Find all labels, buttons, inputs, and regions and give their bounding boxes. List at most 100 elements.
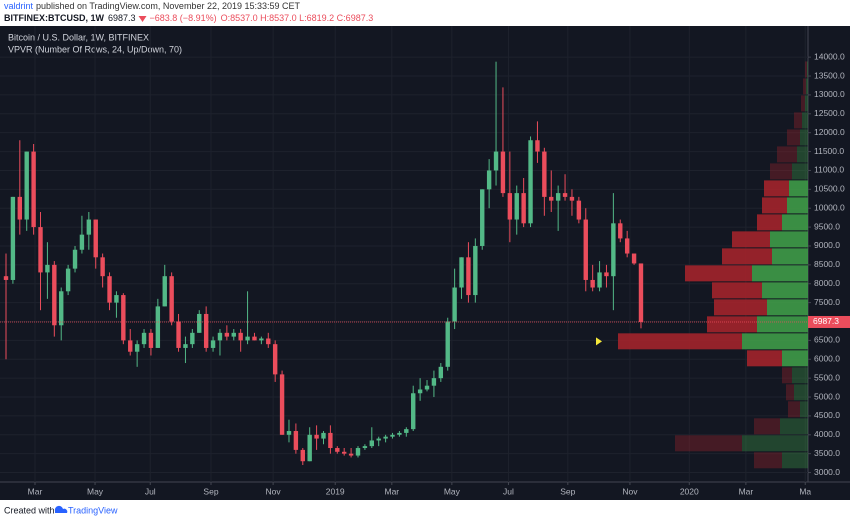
candle-body (576, 200, 582, 220)
y-tick-label: 5000.0 (814, 391, 840, 401)
profile-up (770, 231, 808, 248)
y-tick-label: 4000.0 (814, 429, 840, 439)
profile-down (803, 78, 806, 95)
candle-body (86, 219, 92, 235)
candle-body (390, 434, 395, 437)
candle-body (376, 438, 381, 441)
candle-body (100, 257, 105, 277)
y-tick-label: 6000.0 (814, 354, 840, 364)
chart-background (0, 26, 850, 500)
candle-body (514, 193, 519, 220)
profile-up (782, 452, 808, 469)
candle-body (210, 340, 216, 348)
x-tick-label: May (444, 486, 461, 496)
profile-down (618, 333, 742, 350)
footer-brand[interactable]: TradingView (68, 505, 118, 515)
candle-body (542, 151, 547, 197)
profile-up (805, 95, 808, 112)
profile-down (732, 231, 770, 248)
candle-body (569, 196, 575, 201)
candle-body (3, 276, 9, 280)
symbol: BITFINEX:BTCUSD, 1W (4, 13, 105, 23)
candle-body (65, 268, 71, 292)
candle-body (624, 238, 630, 254)
profile-up (802, 112, 808, 129)
profile-up (757, 316, 808, 333)
change-arrow (138, 16, 147, 22)
candle-body (486, 170, 492, 190)
y-tick-label: 3000.0 (814, 467, 840, 477)
candle-body (452, 287, 457, 322)
candle-body (507, 193, 513, 220)
y-tick-label: 14000.0 (814, 51, 845, 61)
candle-body (279, 374, 285, 435)
x-tick-label: Mar (28, 486, 43, 496)
candle-body (631, 253, 637, 264)
candle-body (114, 295, 119, 303)
candle-body (10, 196, 16, 280)
profile-down (754, 452, 782, 469)
candle-body (266, 338, 271, 345)
profile-down (754, 418, 780, 435)
y-tick-label: 6500.0 (814, 335, 840, 345)
profile-down (747, 350, 782, 367)
candle-body (417, 389, 423, 394)
profile-up (767, 299, 808, 316)
profile-up (797, 146, 808, 163)
author[interactable]: valdrint (4, 1, 34, 11)
candle-body (217, 332, 223, 341)
profile-down (786, 384, 794, 401)
profile-up (806, 78, 808, 95)
candle-body (238, 332, 243, 341)
candle-body (286, 431, 292, 435)
x-tick-label: Mar (384, 486, 399, 496)
profile-down (714, 299, 767, 316)
candle-body (590, 279, 595, 288)
last-price-label: 6987.3 (813, 316, 839, 326)
candle-body (52, 264, 57, 326)
profile-down (764, 180, 789, 197)
candle-body (72, 249, 78, 269)
profile-down (757, 214, 782, 231)
candle-body (176, 321, 181, 348)
candle-body (197, 313, 202, 333)
candle-body (162, 276, 167, 307)
candle-body (128, 340, 133, 352)
profile-up (792, 367, 808, 384)
poc-marker (596, 337, 602, 346)
candle-body (203, 313, 209, 348)
profile-up (742, 435, 808, 452)
candle-body (597, 272, 602, 288)
candle-body (59, 291, 64, 326)
candle-body (473, 245, 478, 296)
profile-up (800, 401, 808, 418)
profile-down (787, 129, 800, 146)
y-tick-label: 8500.0 (814, 259, 840, 269)
ohlc: O:8537.0 H:8537.0 L:6819.2 C:6987.3 (221, 13, 374, 23)
candle-body (438, 366, 444, 379)
profile-down (675, 435, 742, 452)
candle-body (259, 338, 264, 341)
candle-body (528, 140, 533, 224)
candle-body (107, 276, 112, 303)
plot-area (0, 26, 808, 482)
candle-body (17, 196, 23, 220)
candle-body (555, 193, 561, 201)
profile-down (782, 367, 792, 384)
profile-up (800, 129, 808, 146)
x-tick-label: Ma (799, 486, 811, 496)
candle-body (611, 223, 616, 277)
candle-body (134, 344, 140, 352)
profile-up (772, 248, 808, 265)
y-tick-label: 10500.0 (814, 184, 845, 194)
y-tick-label: 9500.0 (814, 221, 840, 231)
candle-body (231, 332, 236, 337)
y-tick-label: 4500.0 (814, 410, 840, 420)
candle-body (45, 264, 50, 273)
candle-body (293, 431, 299, 450)
x-tick-label: Sep (203, 486, 218, 496)
profile-down (722, 248, 772, 265)
candle-body (307, 434, 312, 462)
candle-body (155, 306, 161, 348)
